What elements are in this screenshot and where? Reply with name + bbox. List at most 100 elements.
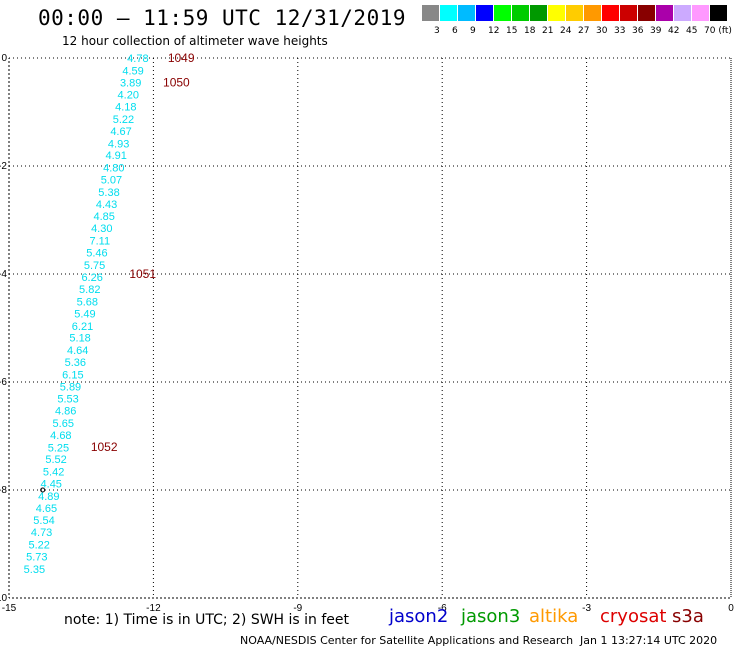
x-tick-label: -3 bbox=[582, 603, 591, 614]
x-tick-label: -15 bbox=[2, 603, 17, 614]
swh-reading: 4.86 bbox=[55, 406, 76, 418]
generated-timestamp: Jan 1 13:27:14 UTC 2020 bbox=[580, 634, 718, 647]
legend-swatch bbox=[584, 5, 601, 21]
legend-label: 27 bbox=[578, 26, 590, 36]
swh-reading: 5.68 bbox=[77, 297, 98, 309]
x-tick-label: -6 bbox=[438, 603, 447, 614]
swh-reading: 5.18 bbox=[69, 333, 90, 345]
legend-swatch bbox=[512, 5, 529, 21]
swh-reading: 5.07 bbox=[101, 175, 122, 187]
swh-reading: 7.11 bbox=[89, 236, 110, 248]
sat-jason2: jason2 bbox=[389, 606, 449, 627]
y-tick-label: -4 bbox=[0, 269, 7, 280]
legend-label: 18 bbox=[524, 26, 536, 36]
legend-label: 70 (ft) bbox=[704, 26, 732, 36]
swh-reading: 4.64 bbox=[67, 345, 88, 357]
swh-reading: 5.49 bbox=[74, 308, 95, 320]
swh-reading: 4.67 bbox=[110, 126, 131, 138]
legend-label: 45 bbox=[686, 26, 698, 36]
swh-reading: 4.30 bbox=[91, 223, 112, 235]
swh-reading: 4.78 bbox=[127, 53, 148, 65]
swh-reading: 5.53 bbox=[57, 394, 78, 406]
legend-swatch bbox=[440, 5, 457, 21]
legend-swatch bbox=[692, 5, 709, 21]
legend-swatch bbox=[494, 5, 511, 21]
legend-swatch bbox=[476, 5, 493, 21]
legend-label: 3 bbox=[434, 26, 440, 36]
swh-reading: 5.22 bbox=[28, 540, 49, 552]
swh-reading: 4.91 bbox=[106, 150, 127, 162]
credit-line: NOAA/NESDIS Center for Satellite Applica… bbox=[240, 634, 574, 647]
swh-reading: 5.73 bbox=[26, 551, 47, 563]
swh-reading: 5.42 bbox=[43, 467, 64, 479]
sat-jason3: jason3 bbox=[461, 606, 521, 627]
legend-swatch bbox=[674, 5, 691, 21]
swh-reading: 5.22 bbox=[113, 114, 134, 126]
y-tick-label: -8 bbox=[0, 485, 7, 496]
swh-reading: 4.93 bbox=[108, 138, 129, 150]
swh-reading: 5.75 bbox=[84, 260, 105, 272]
time-marker: 1050 bbox=[163, 75, 190, 89]
x-tick-label: -12 bbox=[146, 603, 161, 614]
x-tick-label: -9 bbox=[293, 603, 302, 614]
page-title: 00:00 – 11:59 UTC 12/31/2019 bbox=[38, 6, 407, 30]
legend-swatch bbox=[620, 5, 637, 21]
legend-label: 21 bbox=[542, 26, 554, 36]
legend-label: 15 bbox=[506, 26, 518, 36]
x-tick-label: 0 bbox=[728, 603, 734, 614]
legend-swatch bbox=[566, 5, 583, 21]
swh-reading: 5.38 bbox=[98, 187, 119, 199]
time-marker: 1052 bbox=[91, 440, 118, 454]
y-tick-label: 0 bbox=[1, 53, 7, 64]
legend-label: 24 bbox=[560, 26, 572, 36]
swh-reading: 4.89 bbox=[38, 491, 59, 503]
legend-swatch bbox=[530, 5, 547, 21]
track-start-marker bbox=[40, 487, 46, 493]
legend-swatch bbox=[422, 5, 439, 21]
swh-reading: 4.43 bbox=[96, 199, 117, 211]
footer-note: note: 1) Time is in UTC; 2) SWH is in fe… bbox=[64, 612, 350, 628]
swh-reading: 4.65 bbox=[36, 503, 57, 515]
time-marker: 1051 bbox=[129, 267, 156, 281]
legend-label: 39 bbox=[650, 26, 662, 36]
sat-cryosat: cryosat bbox=[600, 606, 667, 627]
swh-reading: 3.89 bbox=[120, 77, 141, 89]
legend-swatch bbox=[656, 5, 673, 21]
y-tick-label: -2 bbox=[0, 161, 7, 172]
swh-reading: 4.73 bbox=[31, 527, 52, 539]
sat-altika: altika bbox=[529, 606, 579, 627]
swh-reading: 4.80 bbox=[103, 163, 124, 175]
swh-reading: 5.36 bbox=[65, 357, 86, 369]
swh-reading: 4.59 bbox=[122, 65, 143, 77]
legend-label: 6 bbox=[452, 26, 458, 36]
swh-reading: 5.46 bbox=[86, 247, 107, 259]
swh-reading: 5.89 bbox=[60, 381, 81, 393]
swh-reading: 6.21 bbox=[72, 321, 93, 333]
legend-label: 36 bbox=[632, 26, 644, 36]
legend-swatch bbox=[458, 5, 475, 21]
legend-label: 9 bbox=[470, 26, 476, 36]
swh-reading: 6.15 bbox=[62, 369, 83, 381]
legend-swatch bbox=[638, 5, 655, 21]
swh-reading: 4.45 bbox=[41, 479, 62, 491]
swh-reading: 5.54 bbox=[33, 515, 54, 527]
swh-reading: 5.52 bbox=[45, 454, 66, 466]
swh-reading: 5.82 bbox=[79, 284, 100, 296]
swh-reading: 4.85 bbox=[93, 211, 114, 223]
time-marker: 1049 bbox=[168, 51, 195, 65]
legend-label: 30 bbox=[596, 26, 608, 36]
swh-reading: 4.68 bbox=[50, 430, 71, 442]
legend-swatch bbox=[602, 5, 619, 21]
legend-label: 33 bbox=[614, 26, 626, 36]
page-subtitle: 12 hour collection of altimeter wave hei… bbox=[62, 34, 328, 48]
swh-reading: 5.35 bbox=[24, 564, 45, 576]
y-tick-label: -6 bbox=[0, 377, 7, 388]
y-tick-label: -10 bbox=[0, 593, 7, 604]
legend-label: 42 bbox=[668, 26, 680, 36]
swh-reading: 5.25 bbox=[48, 442, 69, 454]
legend-swatch bbox=[710, 5, 727, 21]
sat-s3a: s3a bbox=[672, 606, 704, 627]
swh-reading: 6.26 bbox=[81, 272, 102, 284]
legend-swatch bbox=[548, 5, 565, 21]
